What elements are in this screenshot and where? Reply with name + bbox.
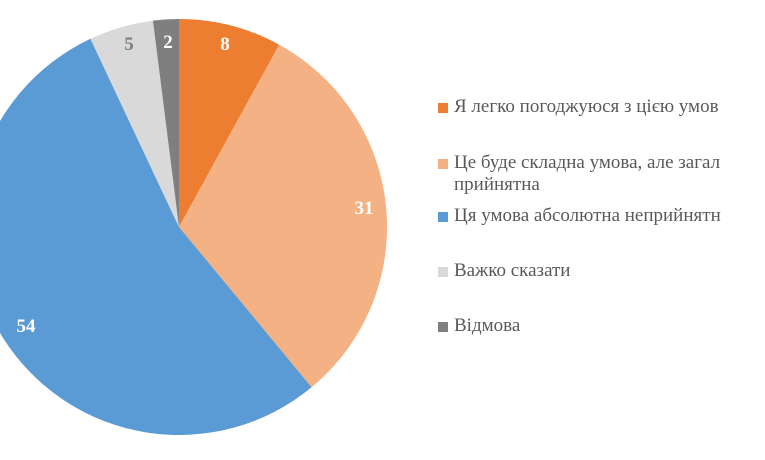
pie-slice	[90, 20, 179, 228]
slice-value-label: 5	[124, 34, 134, 55]
legend-label: Це буде складна умова, але загал прийнят…	[454, 152, 721, 195]
legend-swatch	[438, 322, 448, 332]
pie-slice	[179, 19, 280, 227]
legend-label: Відмова	[454, 315, 521, 336]
pie-slice	[0, 38, 312, 435]
legend-label: Ця умова абсолютна неприйнятн	[454, 205, 721, 226]
legend-item-absolutely-unacceptable: Ця умова абсолютна неприйнятн	[438, 205, 721, 227]
legend-item-difficult-but-acceptable: Це буде складна умова, але загал прийнят…	[438, 152, 720, 196]
legend-label: Важко сказати	[454, 260, 571, 281]
legend-swatch	[438, 159, 448, 169]
legend-swatch	[438, 103, 448, 113]
slice-value-label: 8	[220, 34, 230, 55]
pie-slice	[179, 44, 387, 388]
legend-swatch	[438, 267, 448, 277]
legend-item-hard-to-say: Важко сказати	[438, 260, 570, 282]
legend-item-easily-agree: Я легко погоджуюся з цією умов	[438, 96, 719, 118]
legend-item-refusal: Відмова	[438, 315, 520, 337]
pie-slice	[152, 19, 179, 227]
legend-swatch	[438, 212, 448, 222]
legend-label: Я легко погоджуюся з цією умов	[454, 96, 719, 117]
slice-value-label: 2	[163, 32, 173, 53]
slice-value-label: 54	[17, 316, 37, 337]
slice-value-label: 31	[355, 198, 374, 219]
